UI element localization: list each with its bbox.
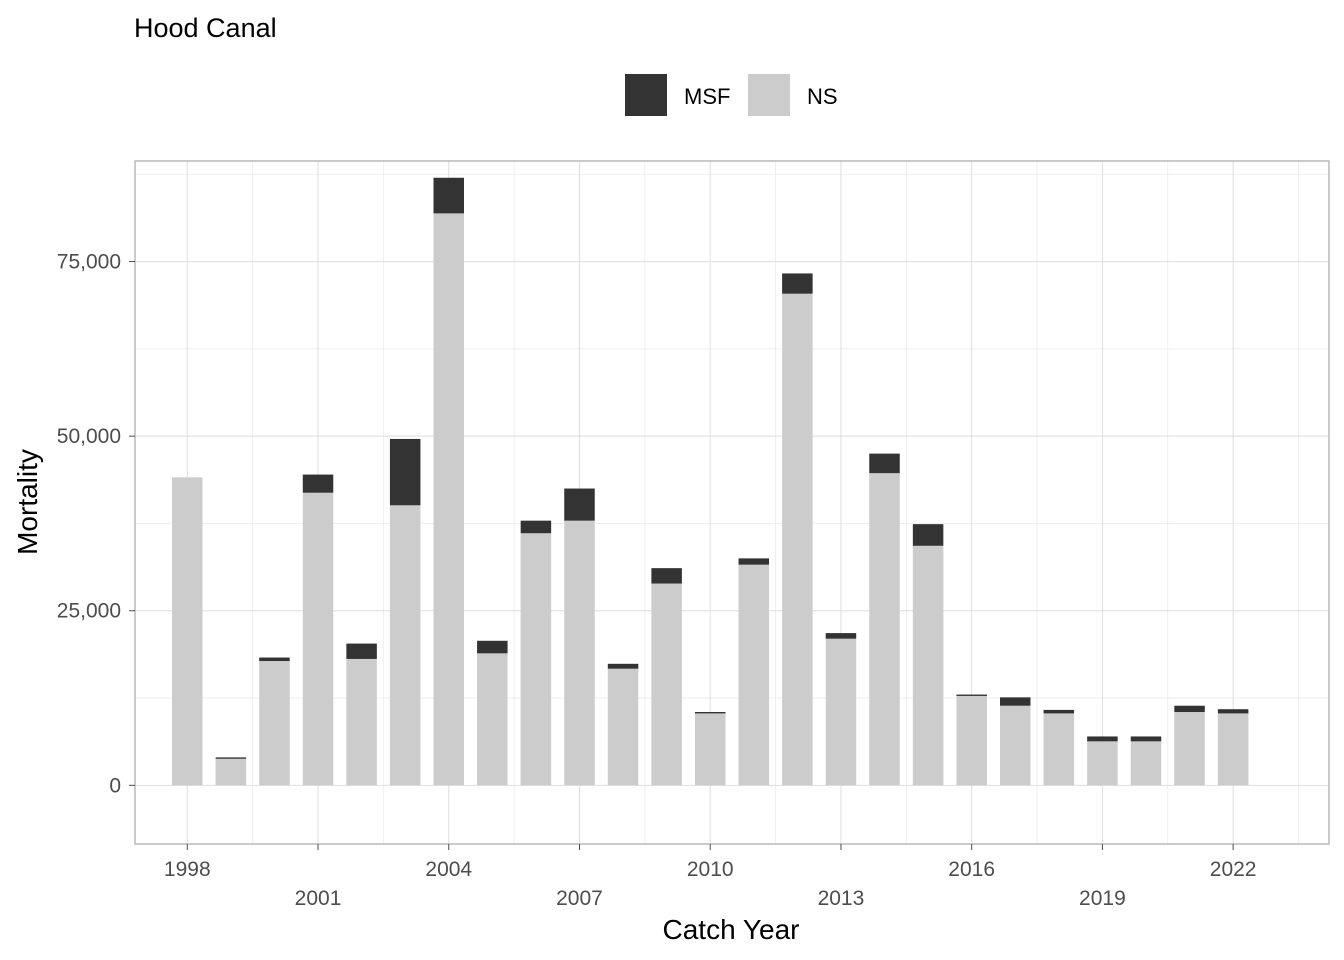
bar-ns-2006 <box>520 533 552 786</box>
bar-ns-2008 <box>607 668 639 786</box>
legend-key-ns <box>748 74 790 116</box>
bar-ns-2022 <box>1217 713 1249 786</box>
bar-msf-2008 <box>607 663 639 669</box>
bar-msf-2001 <box>302 474 334 493</box>
bar-msf-1999 <box>215 757 247 759</box>
bar-msf-2002 <box>346 643 377 659</box>
bar-msf-2003 <box>389 438 421 506</box>
bar-ns-2002 <box>346 658 377 786</box>
bar-ns-2017 <box>999 705 1031 786</box>
bar-ns-2003 <box>389 505 421 786</box>
bar-ns-2014 <box>869 473 900 786</box>
bar-msf-2004 <box>433 177 465 214</box>
bar-msf-2012 <box>782 273 813 294</box>
y-tick-label: 25,000 <box>57 600 121 623</box>
bar-ns-2004 <box>433 213 465 786</box>
bar-msf-2020 <box>1130 736 1162 742</box>
bar-msf-2010 <box>694 712 726 714</box>
plot-border <box>134 160 1330 845</box>
y-axis-title: Mortality <box>12 449 43 555</box>
bar-msf-2016 <box>956 694 987 696</box>
x-tick-label: 2001 <box>295 887 342 910</box>
x-axis-ticks: 1998 2001 2004 2007 2010 2013 2016 2019 2022 <box>164 844 1257 910</box>
y-tick-label: 50,000 <box>57 425 121 448</box>
bar-ns-2015 <box>912 545 944 786</box>
bar-msf-2018 <box>1043 709 1075 714</box>
legend-label-msf: MSF <box>684 84 730 109</box>
legend: MSF NS <box>625 74 838 116</box>
bar-ns-2020 <box>1130 741 1162 786</box>
legend-key-msf <box>625 74 667 116</box>
bar-ns-2018 <box>1043 713 1075 786</box>
bar-ns-2000 <box>259 661 290 786</box>
bar-msf-2017 <box>999 697 1031 706</box>
bar-msf-2021 <box>1174 705 1205 713</box>
bar-ns-2016 <box>956 695 987 786</box>
x-tick-label: 2013 <box>818 887 865 910</box>
bar-msf-2000 <box>259 657 290 662</box>
bar-msf-2011 <box>738 558 770 565</box>
bar-msf-2007 <box>564 488 595 521</box>
bar-msf-2006 <box>520 520 552 534</box>
x-tick-label: 2010 <box>687 858 734 881</box>
bar-ns-2009 <box>651 583 682 786</box>
bar-ns-2021 <box>1174 712 1205 786</box>
y-tick-label: 75,000 <box>57 251 121 274</box>
y-axis-ticks: 0 25,000 50,000 75,000 <box>57 251 135 797</box>
bar-ns-2013 <box>825 638 857 786</box>
y-tick-label: 0 <box>109 774 121 797</box>
x-tick-label: 1998 <box>164 858 211 881</box>
bar-ns-2011 <box>738 564 770 786</box>
bars <box>172 177 1249 786</box>
chart-title: Hood Canal <box>134 13 277 43</box>
x-tick-label: 2022 <box>1210 858 1257 881</box>
bar-ns-2005 <box>477 653 508 786</box>
bar-ns-2001 <box>302 492 334 786</box>
x-axis-title: Catch Year <box>663 914 800 945</box>
bar-msf-2013 <box>825 633 857 639</box>
legend-label-ns: NS <box>807 84 838 109</box>
x-tick-label: 2004 <box>425 858 472 881</box>
bar-msf-2005 <box>477 640 508 654</box>
bar-msf-2014 <box>869 453 900 474</box>
bar-ns-1999 <box>215 758 247 786</box>
x-tick-label: 2007 <box>556 887 603 910</box>
grid-minor <box>135 161 1329 844</box>
bar-msf-2009 <box>651 568 682 584</box>
x-tick-label: 2019 <box>1079 887 1126 910</box>
bar-ns-2019 <box>1087 741 1118 786</box>
bar-ns-2010 <box>694 713 726 786</box>
bar-msf-2022 <box>1217 709 1249 714</box>
bar-ns-1998 <box>172 477 203 786</box>
bar-ns-2007 <box>564 520 595 786</box>
bar-msf-2019 <box>1087 736 1118 742</box>
bar-msf-2015 <box>912 524 944 546</box>
x-tick-label: 2016 <box>948 858 995 881</box>
bar-ns-2012 <box>782 293 813 786</box>
